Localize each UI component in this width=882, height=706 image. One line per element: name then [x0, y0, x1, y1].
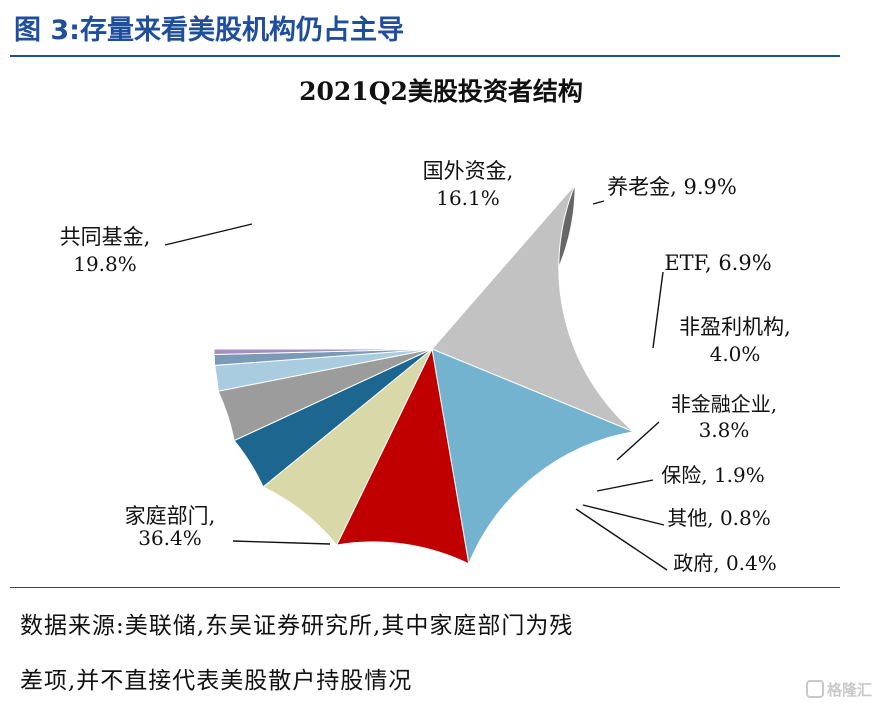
pie-chart: 2021Q2美股投资者结构 家庭部门,36.4% 共同基金, 19.8% 国外资金, 1… — [60, 77, 791, 575]
source-note-line-1: 数据来源:美联储,东吴证券研究所,其中家庭部门为残 — [20, 613, 574, 639]
pie-slice-3 — [431, 348, 636, 566]
slice-label-7: 非金融企业, — [671, 392, 777, 416]
slice-pct-1: 36.4% — [138, 526, 202, 550]
pie-slice-2 — [431, 184, 634, 433]
watermark-text: 格隆汇 — [826, 681, 872, 699]
pie-slice-10 — [213, 348, 433, 355]
leader-line-9 — [582, 504, 665, 526]
pie-slice-4 — [335, 347, 470, 565]
slice-pct-3: 16.1% — [436, 186, 500, 210]
leader-line-1 — [232, 540, 331, 545]
slice-label-8: 保险, 1.9% — [661, 463, 765, 487]
slice-label-3: 国外资金, — [423, 159, 514, 183]
slice-label-2: 共同基金, — [60, 225, 151, 249]
watermark-logo-icon — [805, 680, 824, 698]
slice-pct-2: 19.8% — [73, 252, 137, 276]
leader-line-4 — [592, 200, 605, 205]
slice-pct-7: 3.8% — [699, 418, 750, 442]
slice-label-5: ETF, 6.9% — [664, 251, 771, 275]
watermark: 格隆汇 — [805, 679, 872, 700]
slice-label-6: 非盈利机构, — [679, 315, 791, 339]
title-rule — [10, 55, 840, 57]
leader-line-10 — [575, 508, 668, 571]
figure-title: 图 3:存量来看美股机构仍占主导 — [14, 15, 404, 46]
leader-line-7 — [616, 421, 660, 461]
leader-line-8 — [596, 479, 654, 492]
source-rule — [10, 587, 840, 588]
slice-label-1: 家庭部门, — [125, 504, 216, 528]
slice-label-10: 政府, 0.4% — [673, 551, 777, 575]
chart-title: 2021Q2美股投资者结构 — [299, 77, 583, 106]
slice-label-4: 养老金, 9.9% — [607, 175, 737, 199]
slice-pct-6: 4.0% — [710, 342, 761, 366]
leader-line-2 — [164, 223, 253, 246]
slice-label-9: 其他, 0.8% — [667, 506, 771, 530]
leader-line-5 — [652, 271, 664, 349]
source-note-line-2: 差项,并不直接代表美股散户持股情况 — [20, 668, 413, 694]
